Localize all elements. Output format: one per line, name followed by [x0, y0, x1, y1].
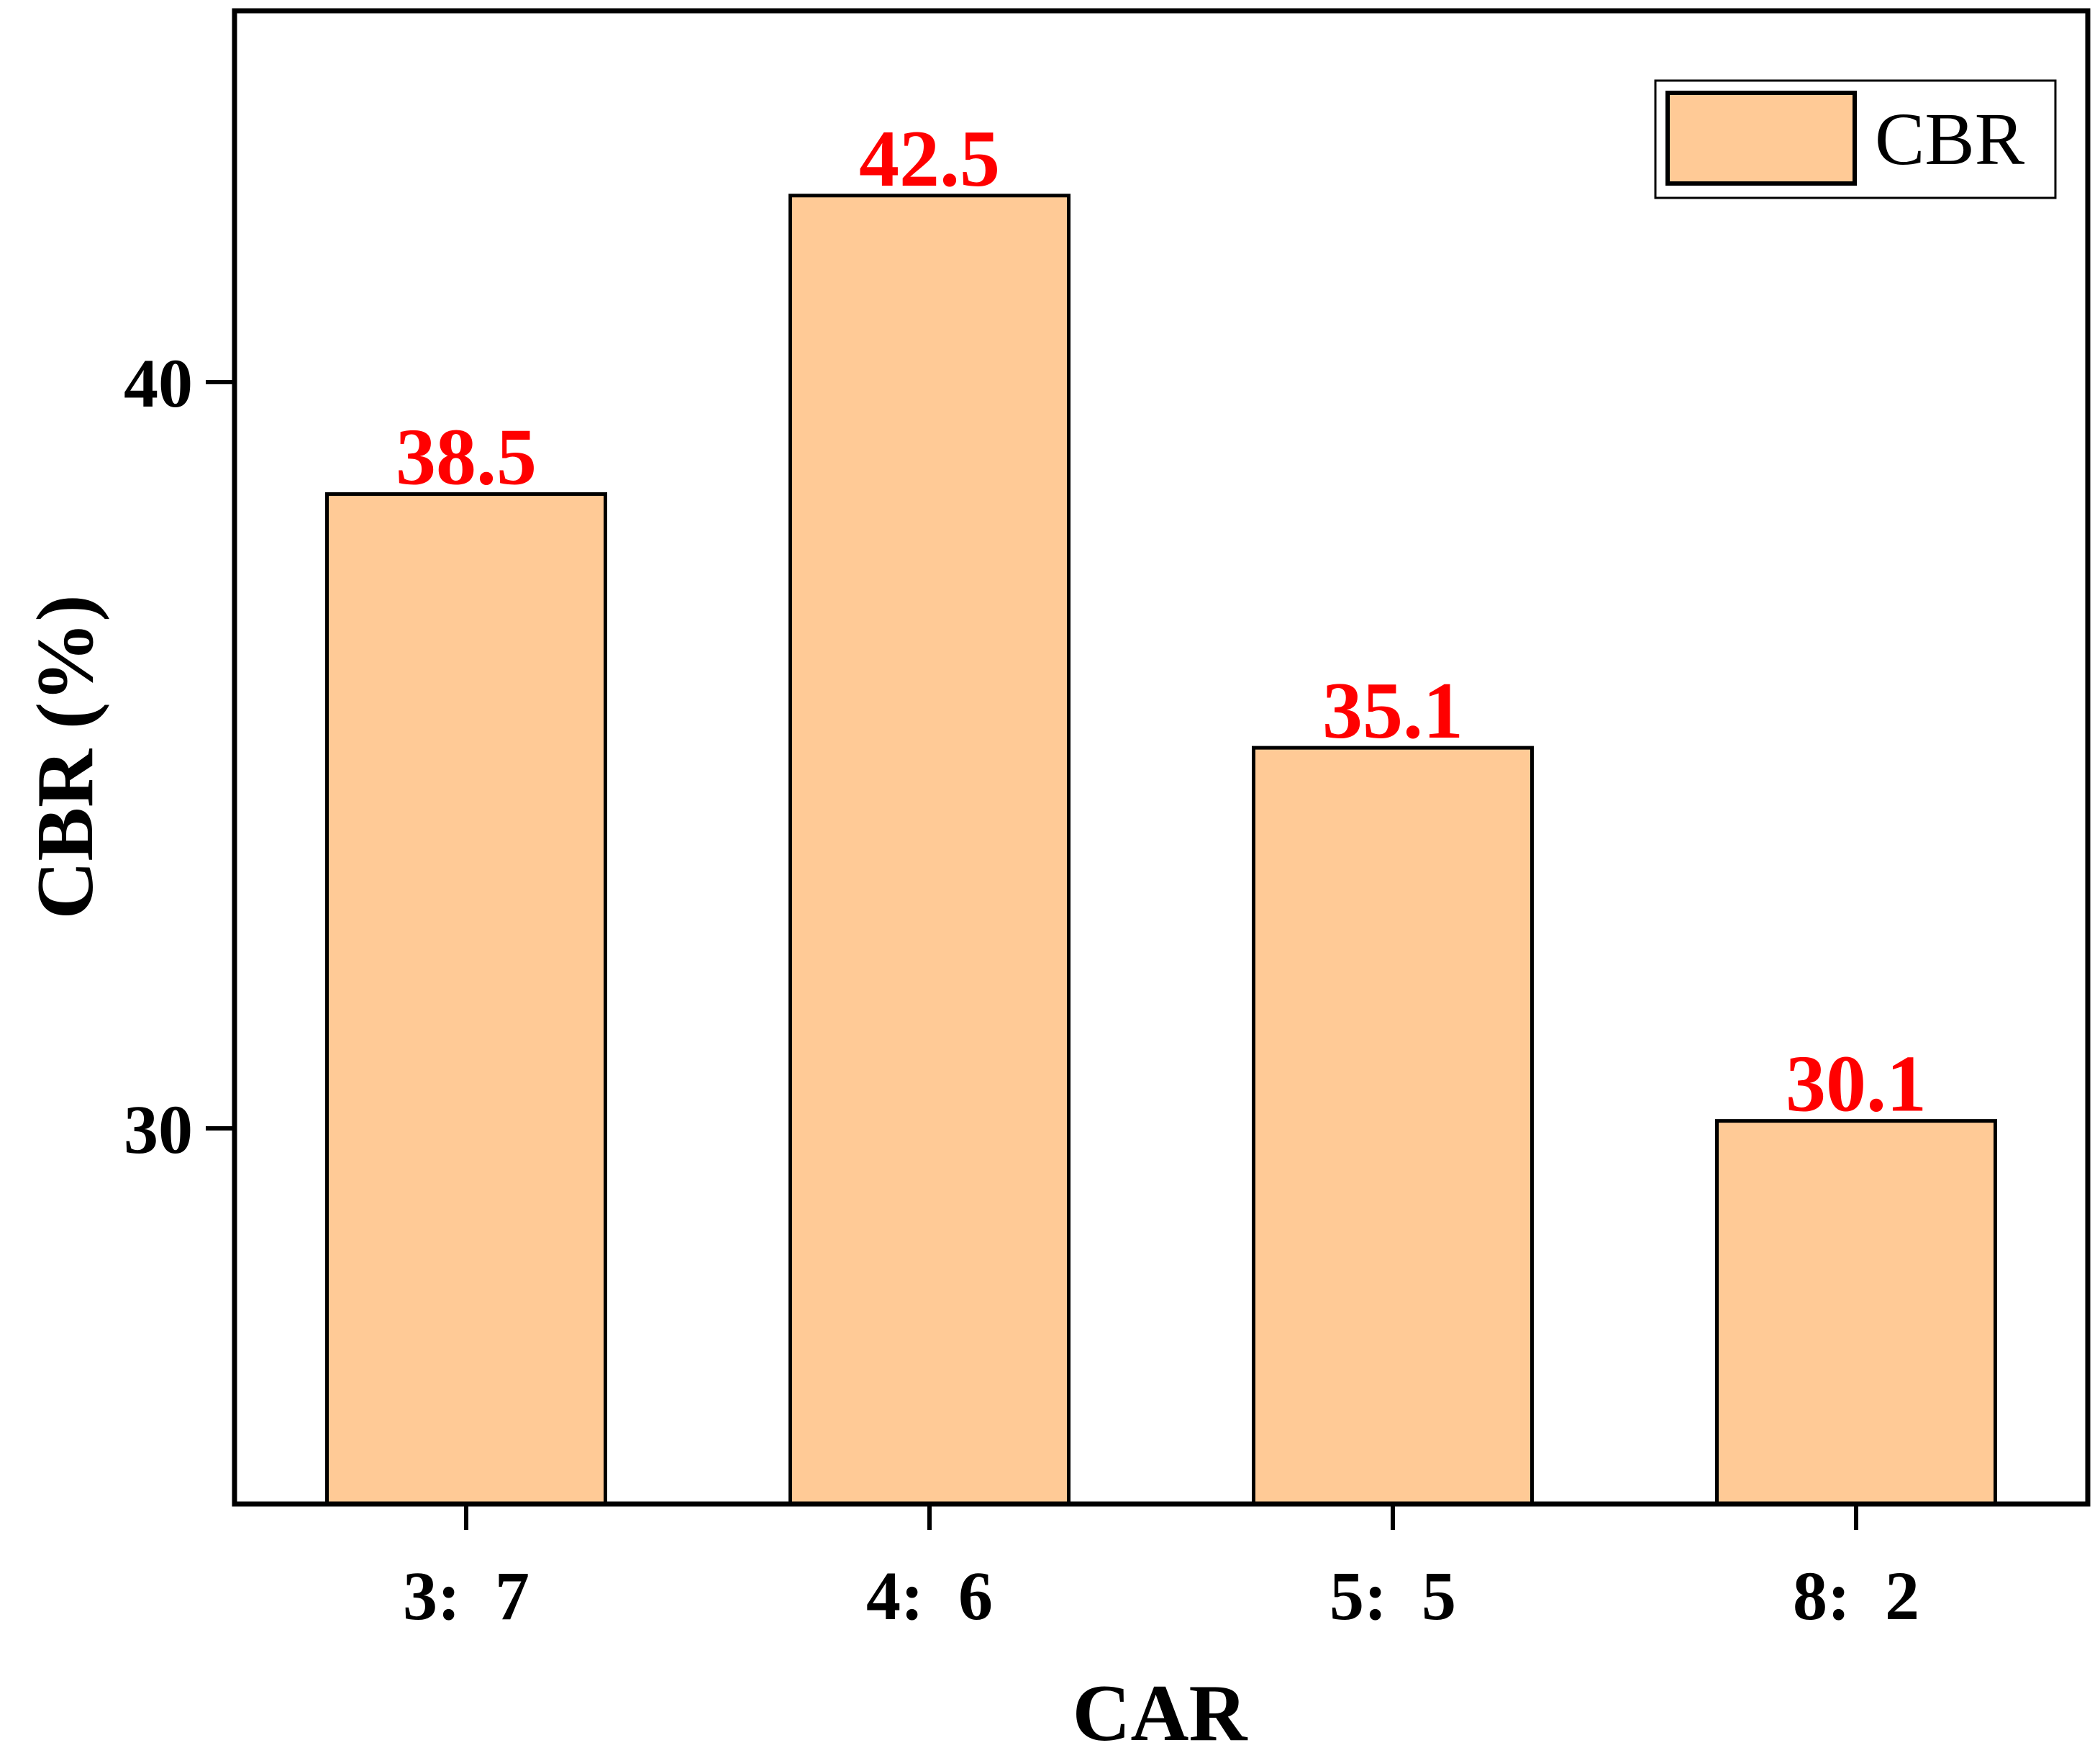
bar-0	[325, 492, 607, 1506]
bar-1	[788, 194, 1071, 1506]
x-tick-label-3: 8: 2	[1793, 1557, 1919, 1634]
x-axis: 3: 7 4: 6 5: 5 8: 2	[403, 1504, 1919, 1634]
y-tick-label-0: 30	[124, 1091, 193, 1168]
y-tick-label-1: 40	[124, 345, 193, 422]
x-tick-label-1: 4: 6	[866, 1557, 993, 1634]
bars-layer	[325, 194, 1997, 1506]
data-label-3: 30.1	[1786, 1040, 1927, 1129]
plot-frame	[232, 8, 2091, 1507]
data-labels-layer: 38.5 42.5 35.1 30.1	[396, 114, 1927, 1129]
data-label-2: 35.1	[1322, 666, 1463, 756]
y-axis-title: CBR (%)	[21, 594, 110, 919]
bar-3	[1715, 1119, 1997, 1506]
legend-label: CBR	[1875, 98, 2025, 181]
data-label-0: 38.5	[396, 413, 537, 502]
x-tick-label-2: 5: 5	[1329, 1557, 1456, 1634]
x-axis-title: CAR	[1073, 1669, 1248, 1753]
x-tick-label-0: 3: 7	[403, 1557, 529, 1634]
legend: CBR	[1654, 79, 2057, 199]
data-label-1: 42.5	[859, 114, 1000, 204]
bar-2	[1252, 746, 1534, 1506]
y-axis: 30 40	[124, 345, 235, 1168]
legend-swatch	[1665, 91, 1857, 186]
